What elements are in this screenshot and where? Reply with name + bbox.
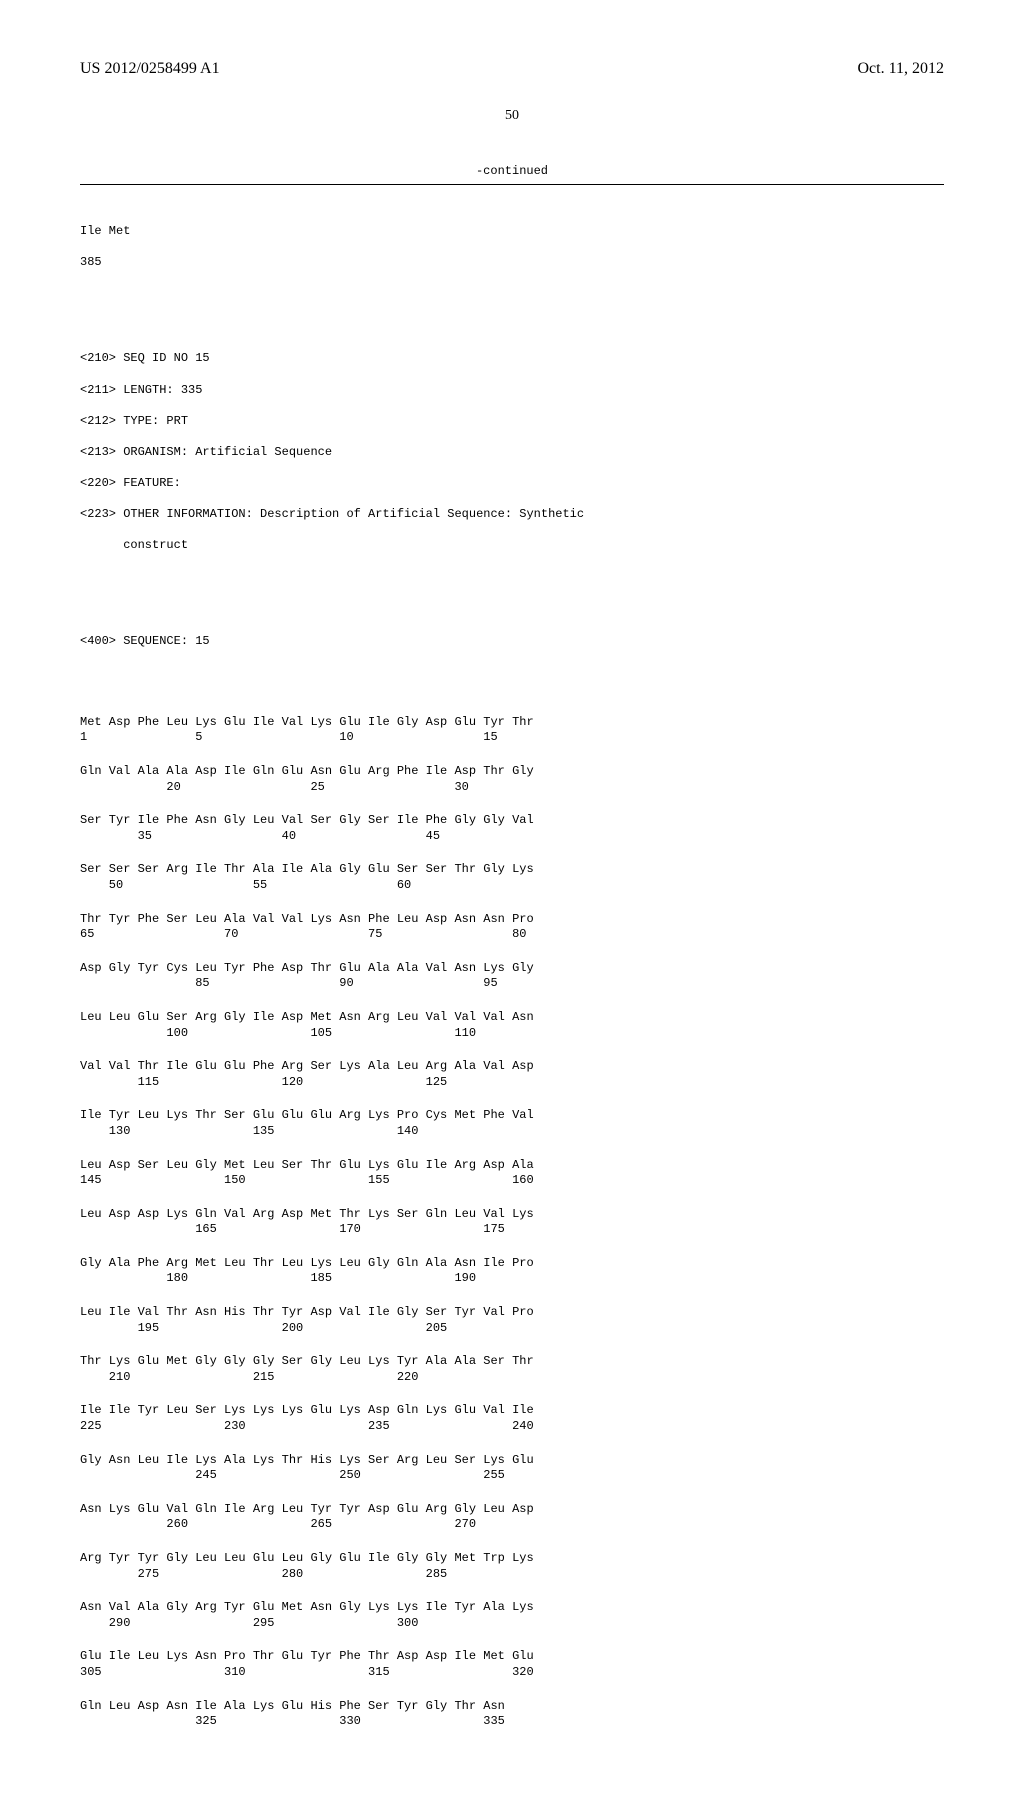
aa-line: Asn Lys Glu Val Gln Ile Arg Leu Tyr Tyr …	[80, 1502, 944, 1518]
aa-line: Met Asp Phe Leu Lys Glu Ile Val Lys Glu …	[80, 715, 944, 731]
num-line: 275 280 285	[80, 1567, 944, 1583]
seq-row-block: Leu Ile Val Thr Asn His Thr Tyr Asp Val …	[80, 1305, 944, 1336]
continued-label: -continued	[80, 164, 944, 178]
num-line: 65 70 75 80	[80, 927, 944, 943]
seq-row-block: Leu Leu Glu Ser Arg Gly Ile Asp Met Asn …	[80, 1010, 944, 1041]
seq-row-block: Ser Tyr Ile Phe Asn Gly Leu Val Ser Gly …	[80, 813, 944, 844]
seq-row-block: Leu Asp Asp Lys Gln Val Arg Asp Met Thr …	[80, 1207, 944, 1238]
seq-row-block: Leu Asp Ser Leu Gly Met Leu Ser Thr Glu …	[80, 1158, 944, 1189]
seq-row-block: Arg Tyr Tyr Gly Leu Leu Glu Leu Gly Glu …	[80, 1551, 944, 1582]
seq-row-block: Glu Ile Leu Lys Asn Pro Thr Glu Tyr Phe …	[80, 1649, 944, 1680]
aa-line: Gln Val Ala Ala Asp Ile Gln Glu Asn Glu …	[80, 764, 944, 780]
num-line: 325 330 335	[80, 1714, 944, 1730]
aa-line: Arg Tyr Tyr Gly Leu Leu Glu Leu Gly Glu …	[80, 1551, 944, 1567]
sequence-tag-block: <400> SEQUENCE: 15	[80, 619, 944, 666]
seq-row-block: Ser Ser Ser Arg Ile Thr Ala Ile Ala Gly …	[80, 862, 944, 893]
num-line: 50 55 60	[80, 878, 944, 894]
publication-id: US 2012/0258499 A1	[80, 60, 220, 78]
num-line: 245 250 255	[80, 1468, 944, 1484]
aa-line: Gln Leu Asp Asn Ile Ala Lys Glu His Phe …	[80, 1699, 944, 1715]
num-line: 260 265 270	[80, 1517, 944, 1533]
num-line: 100 105 110	[80, 1026, 944, 1042]
preamble-block: Ile Met 385	[80, 209, 944, 287]
num-line: 180 185 190	[80, 1271, 944, 1287]
seq-row-block: Thr Tyr Phe Ser Leu Ala Val Val Lys Asn …	[80, 912, 944, 943]
seq-row-block: Thr Lys Glu Met Gly Gly Gly Ser Gly Leu …	[80, 1354, 944, 1385]
seq-row-block: Gly Ala Phe Arg Met Leu Thr Leu Lys Leu …	[80, 1256, 944, 1287]
aa-line: Val Val Thr Ile Glu Glu Phe Arg Ser Lys …	[80, 1059, 944, 1075]
seq-id-line: <210> SEQ ID NO 15	[80, 351, 944, 367]
aa-line: Leu Asp Ser Leu Gly Met Leu Ser Thr Glu …	[80, 1158, 944, 1174]
other-info-line: <223> OTHER INFORMATION: Description of …	[80, 507, 944, 523]
aa-line: Thr Tyr Phe Ser Leu Ala Val Val Lys Asn …	[80, 912, 944, 928]
num-line: 210 215 220	[80, 1370, 944, 1386]
num-line: 130 135 140	[80, 1124, 944, 1140]
seq-row-block: Gly Asn Leu Ile Lys Ala Lys Thr His Lys …	[80, 1453, 944, 1484]
num-line: 145 150 155 160	[80, 1173, 944, 1189]
num-line: 85 90 95	[80, 976, 944, 992]
num-line: 290 295 300	[80, 1616, 944, 1632]
num-line: 305 310 315 320	[80, 1665, 944, 1681]
num-line: 195 200 205	[80, 1321, 944, 1337]
num-line: 20 25 30	[80, 780, 944, 796]
publication-date: Oct. 11, 2012	[857, 60, 944, 78]
seq-row-block: Met Asp Phe Leu Lys Glu Ile Val Lys Glu …	[80, 715, 944, 746]
seq-row-block: Gln Val Ala Ala Asp Ile Gln Glu Asn Glu …	[80, 764, 944, 795]
residue-line: Ile Met	[80, 224, 944, 240]
num-line: 225 230 235 240	[80, 1419, 944, 1435]
aa-line: Ser Ser Ser Arg Ile Thr Ala Ile Ala Gly …	[80, 862, 944, 878]
sequence-listing: Ile Met 385 <210> SEQ ID NO 15 <211> LEN…	[80, 193, 944, 1763]
aa-line: Ile Tyr Leu Lys Thr Ser Glu Glu Glu Arg …	[80, 1108, 944, 1124]
header-row: US 2012/0258499 A1 Oct. 11, 2012	[80, 60, 944, 78]
aa-line: Thr Lys Glu Met Gly Gly Gly Ser Gly Leu …	[80, 1354, 944, 1370]
feature-line: <220> FEATURE:	[80, 476, 944, 492]
aa-line: Leu Leu Glu Ser Arg Gly Ile Asp Met Asn …	[80, 1010, 944, 1026]
num-line: 115 120 125	[80, 1075, 944, 1091]
other-info-line2: construct	[80, 538, 944, 554]
seq-row-block: Asn Lys Glu Val Gln Ile Arg Leu Tyr Tyr …	[80, 1502, 944, 1533]
seq-row-block: Asp Gly Tyr Cys Leu Tyr Phe Asp Thr Glu …	[80, 961, 944, 992]
page-number: 50	[80, 108, 944, 124]
aa-line: Ile Ile Tyr Leu Ser Lys Lys Lys Glu Lys …	[80, 1403, 944, 1419]
type-line: <212> TYPE: PRT	[80, 414, 944, 430]
seq-row-block: Ile Tyr Leu Lys Thr Ser Glu Glu Glu Arg …	[80, 1108, 944, 1139]
aa-line: Gly Ala Phe Arg Met Leu Thr Leu Lys Leu …	[80, 1256, 944, 1272]
seq-header-block: <210> SEQ ID NO 15 <211> LENGTH: 335 <21…	[80, 336, 944, 570]
aa-line: Asp Gly Tyr Cys Leu Tyr Phe Asp Thr Glu …	[80, 961, 944, 977]
sequence-tag: <400> SEQUENCE: 15	[80, 634, 944, 650]
num-line: 35 40 45	[80, 829, 944, 845]
aa-line: Gly Asn Leu Ile Lys Ala Lys Thr His Lys …	[80, 1453, 944, 1469]
seq-row-block: Gln Leu Asp Asn Ile Ala Lys Glu His Phe …	[80, 1699, 944, 1730]
seq-row-block: Val Val Thr Ile Glu Glu Phe Arg Ser Lys …	[80, 1059, 944, 1090]
num-line: 165 170 175	[80, 1222, 944, 1238]
organism-line: <213> ORGANISM: Artificial Sequence	[80, 445, 944, 461]
aa-line: Glu Ile Leu Lys Asn Pro Thr Glu Tyr Phe …	[80, 1649, 944, 1665]
num-line: 1 5 10 15	[80, 730, 944, 746]
aa-line: Leu Asp Asp Lys Gln Val Arg Asp Met Thr …	[80, 1207, 944, 1223]
residue-num: 385	[80, 255, 944, 271]
aa-line: Leu Ile Val Thr Asn His Thr Tyr Asp Val …	[80, 1305, 944, 1321]
aa-line: Asn Val Ala Gly Arg Tyr Glu Met Asn Gly …	[80, 1600, 944, 1616]
sequence-rows: Met Asp Phe Leu Lys Glu Ile Val Lys Glu …	[80, 715, 944, 1730]
seq-row-block: Ile Ile Tyr Leu Ser Lys Lys Lys Glu Lys …	[80, 1403, 944, 1434]
seq-row-block: Asn Val Ala Gly Arg Tyr Glu Met Asn Gly …	[80, 1600, 944, 1631]
length-line: <211> LENGTH: 335	[80, 383, 944, 399]
horizontal-rule	[80, 184, 944, 185]
aa-line: Ser Tyr Ile Phe Asn Gly Leu Val Ser Gly …	[80, 813, 944, 829]
